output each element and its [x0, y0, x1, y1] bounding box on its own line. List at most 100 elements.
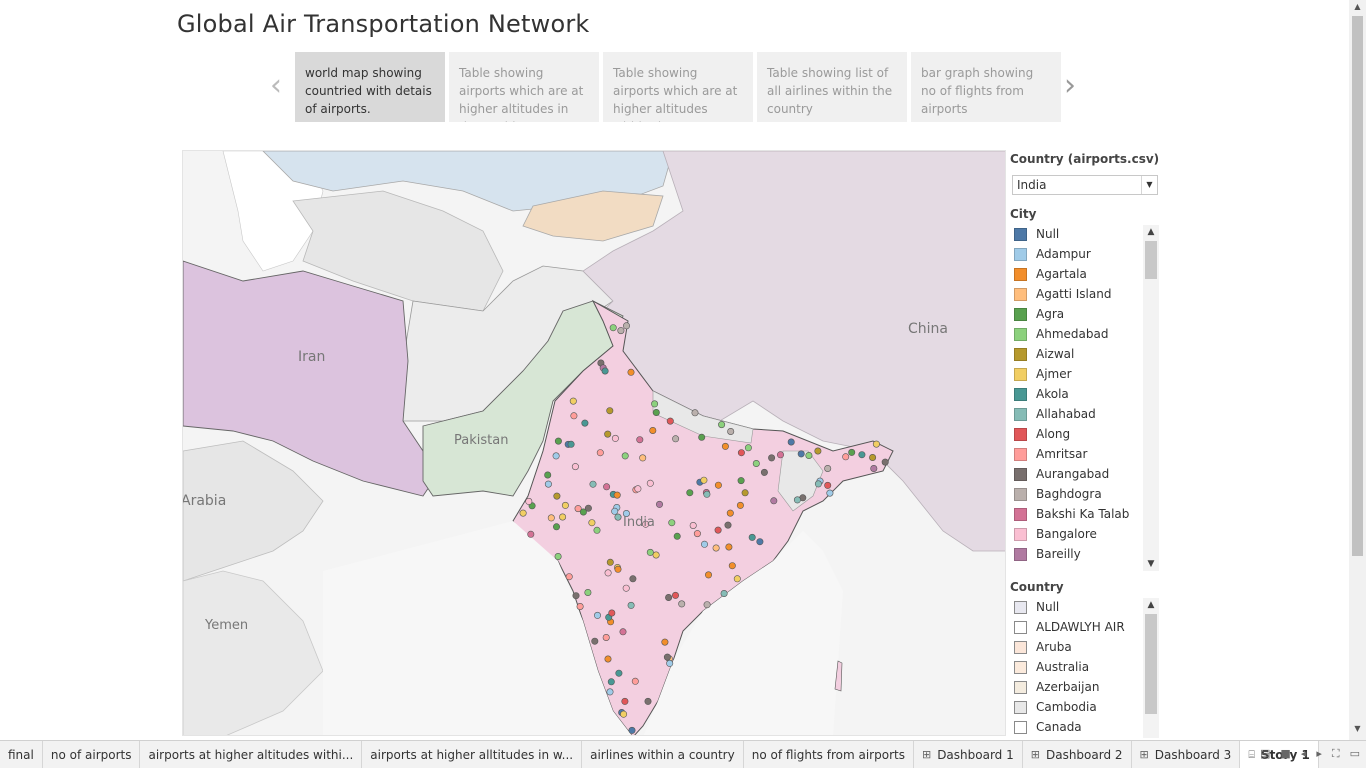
- sheet-tab[interactable]: airports at higher alltitudes in w...: [362, 741, 583, 768]
- page-scrollbar[interactable]: ▲ ▼: [1349, 0, 1366, 740]
- airport-marker[interactable]: [567, 440, 575, 448]
- story-point-3[interactable]: Table showing airports which are at high…: [603, 52, 753, 122]
- city-legend-item[interactable]: Akola: [1010, 384, 1160, 404]
- airport-marker[interactable]: [604, 569, 612, 577]
- airport-marker[interactable]: [858, 451, 866, 459]
- sheet-tab[interactable]: no of airports: [43, 741, 141, 768]
- airport-marker[interactable]: [607, 678, 615, 686]
- airport-marker[interactable]: [824, 481, 832, 489]
- airport-marker[interactable]: [642, 520, 650, 528]
- airport-marker[interactable]: [724, 521, 732, 529]
- airport-marker[interactable]: [606, 688, 614, 696]
- airport-marker[interactable]: [673, 532, 681, 540]
- city-legend-item[interactable]: Amritsar: [1010, 444, 1160, 464]
- airport-marker[interactable]: [639, 454, 647, 462]
- map-view[interactable]: Iran Pakistan India China Arabia Yemen: [182, 150, 1006, 736]
- airport-marker[interactable]: [741, 489, 749, 497]
- airport-marker[interactable]: [725, 543, 733, 551]
- airport-marker[interactable]: [569, 397, 577, 405]
- airport-marker[interactable]: [629, 575, 637, 583]
- airport-marker[interactable]: [703, 490, 711, 498]
- country-legend-item[interactable]: ALDAWLYH AIR: [1010, 617, 1160, 637]
- sheet-tab[interactable]: ⊞ Dashboard 1: [914, 741, 1023, 768]
- airport-marker[interactable]: [636, 436, 644, 444]
- airport-marker[interactable]: [604, 430, 612, 438]
- airport-marker[interactable]: [553, 492, 561, 500]
- airport-marker[interactable]: [622, 322, 630, 330]
- airport-marker[interactable]: [700, 476, 708, 484]
- country-legend-item[interactable]: Canada: [1010, 717, 1160, 737]
- airport-marker[interactable]: [574, 505, 582, 513]
- sheet-tab[interactable]: airlines within a country: [582, 741, 744, 768]
- airport-marker[interactable]: [547, 514, 555, 522]
- city-legend-item[interactable]: Aurangabad: [1010, 464, 1160, 484]
- sheet-tab[interactable]: ⊞ Dashboard 3: [1132, 741, 1241, 768]
- sheet-tab[interactable]: ⊞ Dashboard 2: [1023, 741, 1132, 768]
- airport-marker[interactable]: [602, 633, 610, 641]
- airport-marker[interactable]: [720, 589, 728, 597]
- city-legend-item[interactable]: Adampur: [1010, 244, 1160, 264]
- prev-sheet-icon[interactable]: ◂: [1300, 747, 1307, 760]
- airport-marker[interactable]: [756, 538, 764, 546]
- airport-marker[interactable]: [686, 489, 694, 497]
- airport-marker[interactable]: [609, 324, 617, 332]
- airport-marker[interactable]: [559, 513, 567, 521]
- city-legend-item[interactable]: Null: [1010, 224, 1160, 244]
- checkbox[interactable]: [1014, 600, 1027, 614]
- country-filter-dropdown[interactable]: India ▼: [1012, 175, 1158, 195]
- airport-marker[interactable]: [770, 497, 778, 505]
- chevron-left-icon[interactable]: ‹: [270, 68, 282, 103]
- airport-marker[interactable]: [552, 523, 560, 531]
- scroll-down-icon[interactable]: ▼: [1354, 724, 1361, 733]
- airport-marker[interactable]: [608, 609, 616, 617]
- airport-marker[interactable]: [620, 710, 628, 718]
- scroll-down-icon[interactable]: ▼: [1147, 559, 1155, 569]
- airport-marker[interactable]: [872, 440, 880, 448]
- airport-marker[interactable]: [689, 521, 697, 529]
- country-legend-scrollbar[interactable]: ▲: [1143, 598, 1159, 738]
- airport-marker[interactable]: [601, 367, 609, 375]
- airport-marker[interactable]: [700, 540, 708, 548]
- scroll-up-icon[interactable]: ▲: [1354, 2, 1361, 11]
- country-legend-item[interactable]: Aruba: [1010, 637, 1160, 657]
- checkbox[interactable]: [1014, 680, 1027, 694]
- airport-marker[interactable]: [665, 593, 673, 601]
- airport-marker[interactable]: [728, 562, 736, 570]
- airport-marker[interactable]: [752, 459, 760, 467]
- airport-marker[interactable]: [644, 697, 652, 705]
- airport-marker[interactable]: [661, 638, 669, 646]
- city-legend-item[interactable]: Along: [1010, 424, 1160, 444]
- sheet-tab[interactable]: ⌸ Story 1: [1240, 741, 1319, 768]
- airport-marker[interactable]: [588, 519, 596, 527]
- airport-marker[interactable]: [691, 409, 699, 417]
- airport-marker[interactable]: [703, 601, 711, 609]
- checkbox[interactable]: [1014, 660, 1027, 674]
- airport-marker[interactable]: [554, 552, 562, 560]
- city-legend-item[interactable]: Bangalore: [1010, 524, 1160, 544]
- airport-marker[interactable]: [672, 435, 680, 443]
- city-legend-item[interactable]: Bareilly: [1010, 544, 1160, 564]
- fullscreen-icon[interactable]: ⛶: [1331, 747, 1340, 760]
- airport-marker[interactable]: [704, 571, 712, 579]
- airport-marker[interactable]: [714, 481, 722, 489]
- airport-marker[interactable]: [554, 437, 562, 445]
- airport-marker[interactable]: [736, 501, 744, 509]
- story-point-2[interactable]: Table showing airports which are at high…: [449, 52, 599, 122]
- city-legend-item[interactable]: Agatti Island: [1010, 284, 1160, 304]
- airport-marker[interactable]: [651, 400, 659, 408]
- city-legend-item[interactable]: Allahabad: [1010, 404, 1160, 424]
- city-legend-item[interactable]: Baghdogra: [1010, 484, 1160, 504]
- airport-marker[interactable]: [527, 530, 535, 538]
- airport-marker[interactable]: [814, 447, 822, 455]
- airport-marker[interactable]: [737, 449, 745, 457]
- airport-marker[interactable]: [793, 496, 801, 504]
- country-legend-item[interactable]: Azerbaijan: [1010, 677, 1160, 697]
- airport-marker[interactable]: [663, 653, 671, 661]
- airport-marker[interactable]: [714, 526, 722, 534]
- story-point-5[interactable]: bar graph showing no of flights from air…: [911, 52, 1061, 122]
- story-point-4[interactable]: Table showing list of all airlines withi…: [757, 52, 907, 122]
- airport-marker[interactable]: [606, 407, 614, 415]
- airport-marker[interactable]: [631, 677, 639, 685]
- country-legend-item[interactable]: Australia: [1010, 657, 1160, 677]
- city-legend-item[interactable]: Aizwal: [1010, 344, 1160, 364]
